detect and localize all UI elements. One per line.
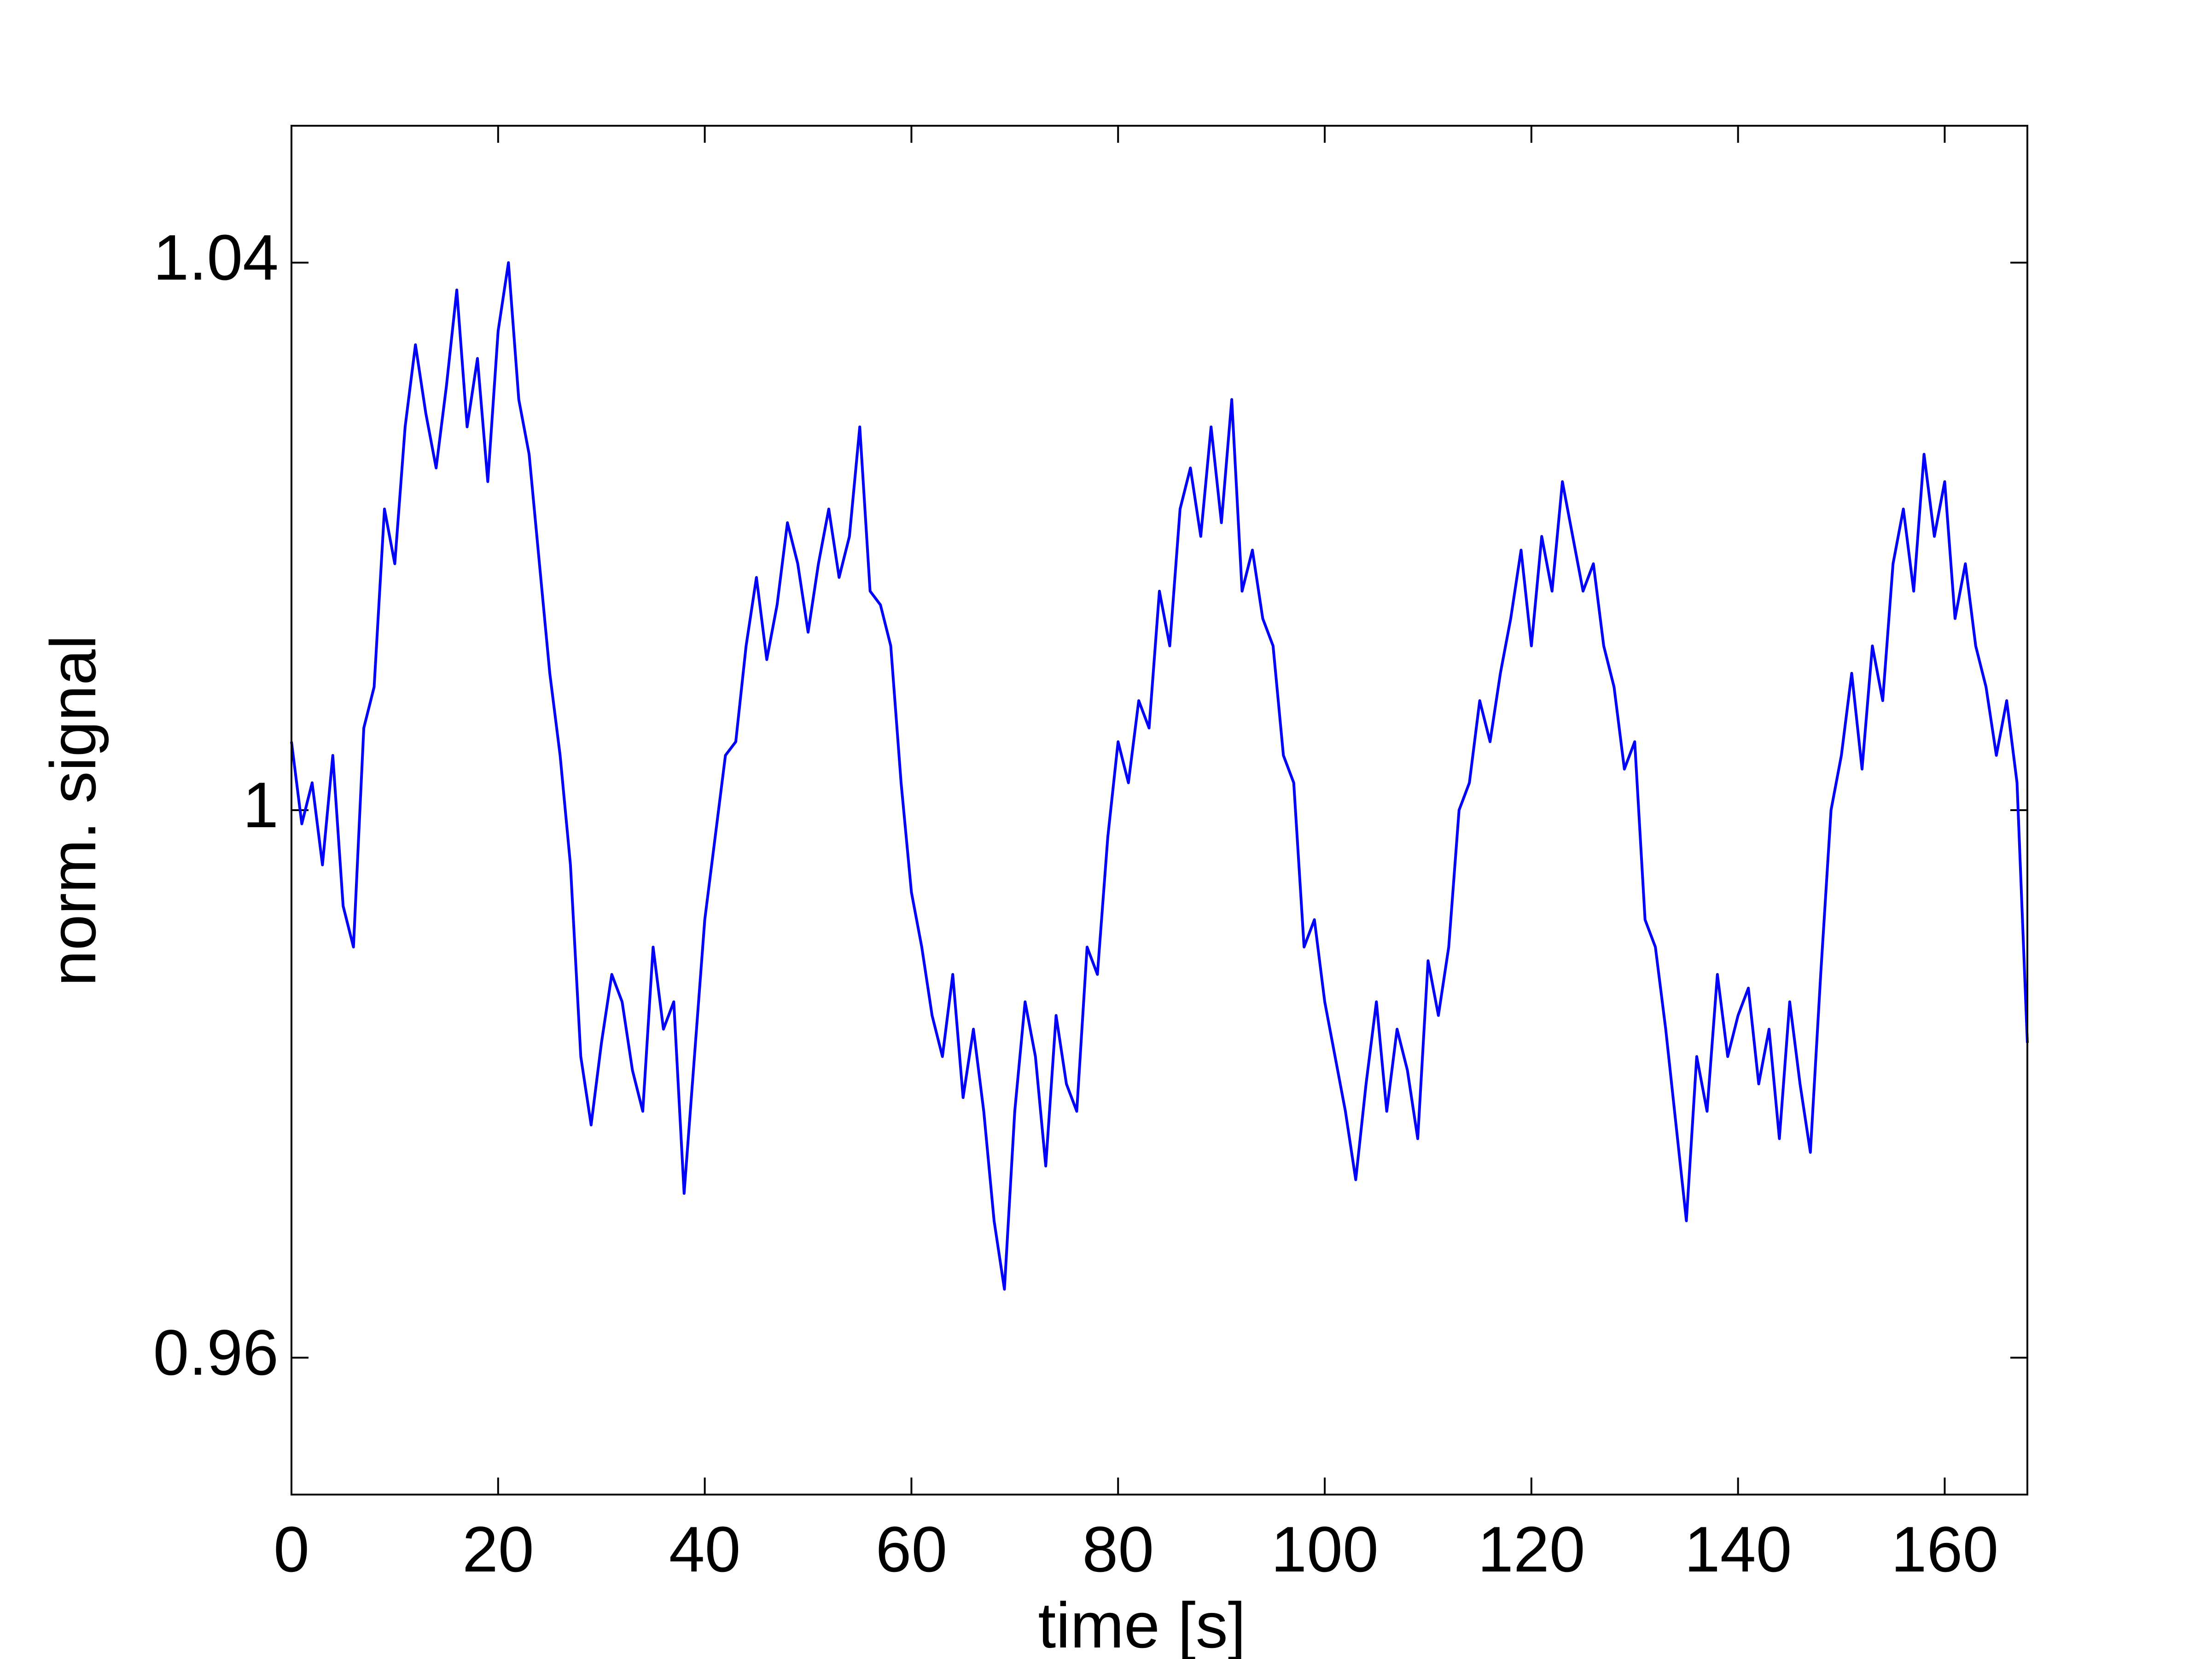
x-axis-label: time [s] [1038, 1589, 1246, 1659]
y-tick-label: 1.04 [153, 221, 279, 293]
x-tick-label: 20 [462, 1513, 534, 1585]
data-line [290, 261, 2029, 1291]
x-tick-label: 160 [1891, 1513, 1999, 1585]
x-tick-label: 100 [1271, 1513, 1379, 1585]
x-tick-label: 140 [1684, 1513, 1792, 1585]
y-tick-label: 1 [243, 769, 279, 841]
y-tick-label: 0.96 [153, 1316, 279, 1389]
x-tick-label: 60 [876, 1513, 948, 1585]
x-tick-label: 0 [274, 1513, 309, 1585]
x-tick-label: 80 [1082, 1513, 1154, 1585]
x-tick-label: 120 [1478, 1513, 1585, 1585]
y-axis-label: norm. signal [37, 635, 109, 987]
x-tick-label: 40 [669, 1513, 741, 1585]
axes-frame [291, 125, 2028, 1495]
